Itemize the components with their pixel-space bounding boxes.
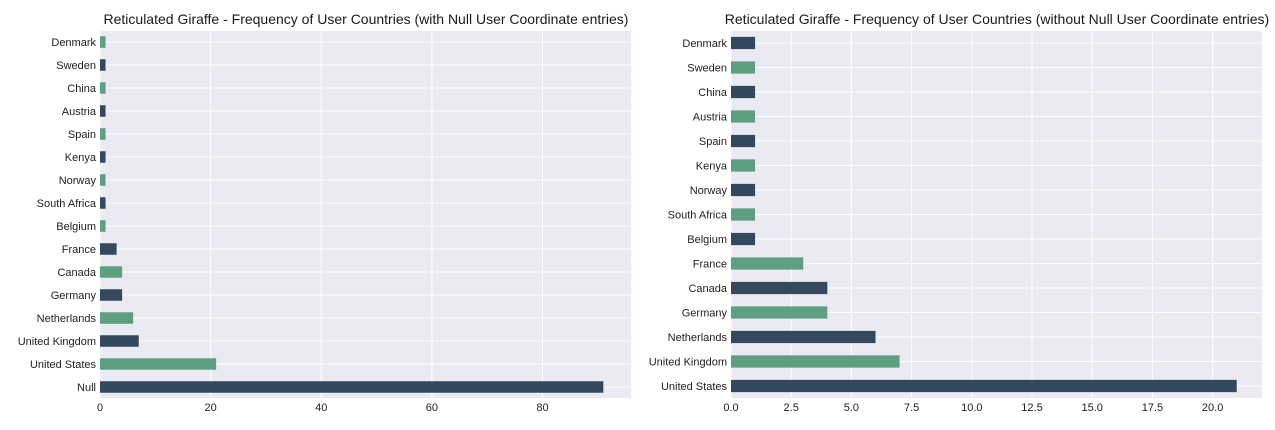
y-tick-label: China: [698, 87, 728, 99]
bar: [731, 306, 828, 319]
bar: [100, 36, 106, 48]
y-tick-label: Sweden: [56, 60, 96, 72]
y-tick-label: South Africa: [37, 198, 97, 210]
x-tick-label: 20.0: [1202, 402, 1223, 414]
x-tick-label: 12.5: [1021, 402, 1042, 414]
bar: [100, 243, 117, 255]
chart-panel-2: Denmark Sweden China Austria Spain Kenya Norwa…: [649, 11, 1269, 414]
bar: [731, 85, 756, 99]
y-tick-label: United States: [30, 359, 97, 371]
y-tick-label: Norway: [690, 185, 728, 197]
plot-area: [100, 31, 631, 398]
bar: [731, 208, 756, 221]
y-tick-label: Belgium: [687, 234, 727, 246]
x-tick-label: 15.0: [1082, 402, 1103, 414]
y-tick-label: Spain: [68, 129, 96, 141]
bar: [731, 36, 756, 50]
x-tick-label: 20: [205, 402, 217, 414]
y-tick-label: Denmark: [682, 38, 727, 50]
y-tick-label: Netherlands: [37, 313, 97, 325]
bar: [731, 232, 756, 246]
bar: [100, 289, 123, 301]
x-tick-label: 2.5: [784, 402, 799, 414]
y-tick-label: Canada: [57, 267, 96, 279]
bar: [731, 330, 876, 344]
bar: [100, 59, 106, 71]
y-tick-label: Null: [77, 382, 96, 394]
y-tick-label: Germany: [682, 308, 728, 320]
y-tick-label: Sweden: [687, 63, 727, 75]
bar: [100, 151, 106, 163]
y-tick-label: Germany: [51, 290, 97, 302]
bar: [100, 105, 106, 117]
x-tick-label: 0: [97, 402, 103, 414]
y-tick-label: Spain: [699, 136, 727, 148]
bar: [100, 312, 134, 324]
bar: [100, 82, 106, 94]
bar: [100, 128, 106, 140]
y-tick-label: Austria: [693, 112, 728, 124]
y-tick-label: China: [67, 83, 97, 95]
bar: [100, 197, 106, 209]
y-tick-label: Canada: [688, 283, 727, 295]
x-tick-label: 7.5: [904, 402, 919, 414]
bar: [100, 335, 139, 347]
bar: [731, 379, 1237, 393]
y-tick-label: Belgium: [56, 221, 96, 233]
x-tick-label: 80: [536, 402, 548, 414]
bar: [731, 159, 756, 172]
bar: [100, 220, 106, 232]
y-tick-label: France: [693, 259, 727, 271]
bar: [100, 381, 604, 393]
y-tick-label: Austria: [62, 106, 97, 118]
x-tick-label: 10.0: [961, 402, 982, 414]
x-tick-label: 0.0: [723, 402, 738, 414]
x-tick-label: 17.5: [1142, 402, 1163, 414]
y-tick-label: France: [62, 244, 96, 256]
bar: [100, 358, 217, 370]
bar: [731, 257, 804, 270]
chart-panel-1: Denmark Sweden China Austria Spain Kenya Norwa…: [18, 11, 631, 414]
bar: [100, 174, 106, 186]
bar: [731, 355, 900, 368]
bar: [731, 134, 756, 148]
y-tick-label: United States: [661, 381, 728, 393]
bar: [731, 61, 756, 74]
x-tick-label: 60: [426, 402, 438, 414]
y-tick-label: Denmark: [51, 37, 96, 49]
bar: [100, 266, 123, 278]
bar: [731, 281, 828, 295]
y-tick-label: United Kingdom: [649, 357, 727, 369]
y-tick-label: Norway: [59, 175, 97, 187]
chart-title: Reticulated Giraffe - Frequency of User …: [725, 11, 1269, 27]
chart-title: Reticulated Giraffe - Frequency of User …: [104, 11, 629, 27]
y-tick-label: United Kingdom: [18, 336, 96, 348]
bar: [731, 183, 756, 197]
y-tick-label: Kenya: [65, 152, 97, 164]
bar: [731, 110, 756, 123]
y-tick-label: Netherlands: [668, 332, 728, 344]
x-tick-label: 40: [315, 402, 327, 414]
x-tick-label: 5.0: [844, 402, 859, 414]
y-tick-label: South Africa: [668, 210, 728, 222]
y-tick-label: Kenya: [696, 161, 728, 173]
